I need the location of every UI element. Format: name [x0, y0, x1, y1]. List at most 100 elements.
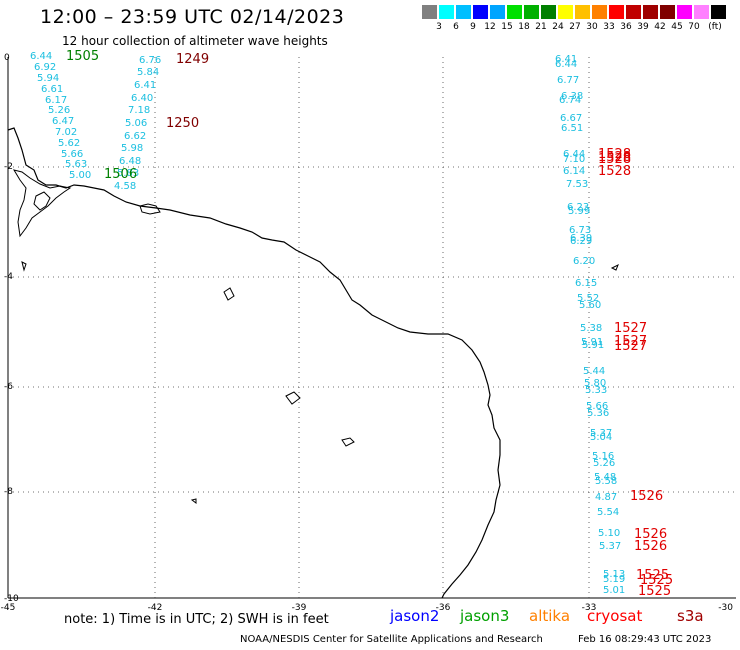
track-mid-heights: 6.765.84 6.41 6.407.18 5.06 6.625.98 6.485.83…: [114, 55, 161, 192]
legend-tick-label: 42: [654, 22, 666, 32]
wave-height-label: 5.48: [594, 472, 616, 483]
legend-tick-label: 3: [436, 22, 442, 32]
wave-height-label: 5.01: [603, 585, 625, 596]
longitude-label: -45: [1, 603, 16, 613]
wave-height-label: 6.47: [52, 116, 74, 127]
footer-note: note: 1) Time is in UTC; 2) SWH is in fe…: [64, 612, 329, 627]
legend-swatch: [643, 5, 658, 19]
time-label: 1250: [166, 116, 199, 131]
time-label: 1526: [634, 539, 667, 554]
legend-swatch: [524, 5, 539, 19]
wave-height-label: 6.48: [119, 156, 141, 167]
wave-height-label: 6.38: [561, 91, 583, 102]
page-subtitle: 12 hour collection of altimeter wave hei…: [62, 34, 328, 48]
wave-height-label: 5.60: [579, 300, 601, 311]
wave-height-label: 5.52: [577, 293, 599, 304]
legend-swatch: [609, 5, 624, 19]
time-label: 1526: [634, 527, 667, 542]
latitude-label: 0: [4, 53, 10, 63]
time-label: 1527: [614, 339, 647, 354]
legend-tick-label: 12: [484, 22, 496, 32]
legend-swatch: [490, 5, 505, 19]
latitude-label: -2: [4, 162, 13, 172]
wave-height-label: 5.06: [125, 118, 147, 129]
time-label: 1525: [640, 573, 673, 588]
wave-height-label: 6.29: [570, 236, 592, 247]
pass-times: 1505 1506 1249 1250 1528 1528 1528 1528 …: [66, 49, 673, 599]
wave-height-label: 5.10: [598, 528, 620, 539]
legend-tick-label: 6: [453, 22, 459, 32]
wave-height-label: 6.62: [124, 131, 146, 142]
longitude-label: -42: [148, 603, 163, 613]
wave-height-label: 7.02: [55, 127, 77, 138]
time-label: 1528: [598, 147, 631, 162]
wave-height-label: 5.84: [137, 67, 159, 78]
wave-height-label: 5.04: [590, 432, 612, 443]
wave-height-label: 5.80: [584, 378, 606, 389]
time-label: 1527: [614, 321, 647, 336]
wave-height-label: 7.18: [128, 105, 150, 116]
time-label: 1526: [630, 489, 663, 504]
latitude-label: -8: [4, 487, 13, 497]
legend-swatch: [541, 5, 556, 19]
wave-height-label: 5.26: [48, 105, 70, 116]
wave-height-label: 5.44: [583, 366, 605, 377]
wave-height-label: 6.51: [561, 123, 583, 134]
wave-height-label: 5.94: [37, 73, 59, 84]
wave-height-label: 5.83: [117, 168, 139, 179]
legend-swatch: [422, 5, 437, 19]
legend-swatch: [558, 5, 573, 19]
time-label: 1528: [598, 164, 631, 179]
legend-tick-label: 39: [637, 22, 649, 32]
wave-height-label: 5.36: [587, 408, 609, 419]
legend-swatch: [694, 5, 709, 19]
track-east-heights: 6.416.446.776.386.746.676.516.447.106.14…: [555, 54, 625, 596]
wave-height-label: 6.15: [575, 278, 597, 289]
satellite-jason2: jason2: [390, 607, 440, 625]
wave-height-label: 7.10: [563, 154, 585, 165]
longitude-label: -39: [292, 603, 307, 613]
time-label: 1528: [598, 150, 631, 165]
wave-height-label: 6.14: [563, 166, 585, 177]
satellite-s3a: s3a: [677, 607, 704, 625]
wave-height-label: 6.44: [555, 59, 577, 70]
wave-height-label: 6.41: [134, 80, 156, 91]
wave-height-label: 5.54: [597, 507, 619, 518]
wave-height-label: 5.00: [69, 170, 91, 181]
longitude-label: -33: [582, 603, 597, 613]
wave-height-label: 6.67: [560, 113, 582, 124]
wave-height-label: 6.39: [570, 233, 592, 244]
time-label: 1506: [104, 167, 137, 182]
wave-height-label: 5.19: [603, 574, 625, 585]
legend-swatch: [660, 5, 675, 19]
wave-height-label: 6.76: [139, 55, 161, 66]
wave-height-label: 6.44: [30, 51, 52, 62]
wave-height-label: 4.58: [114, 181, 136, 192]
wave-height-label: 6.73: [569, 225, 591, 236]
legend-tick-label: 15: [501, 22, 513, 32]
wave-height-label: 5.98: [121, 143, 143, 154]
legend-swatch: [507, 5, 522, 19]
track-west-heights: 6.446.925.946.616.175.266.477.025.625.66…: [30, 51, 91, 181]
page-title: 12:00 – 23:59 UTC 02/14/2023: [40, 6, 345, 28]
wave-height-label: 6.17: [45, 95, 67, 106]
wave-height-label: 5.37: [590, 428, 612, 439]
legend-tick-label: (ft): [708, 22, 722, 32]
legend-swatch: [677, 5, 692, 19]
legend-tick-label: 24: [552, 22, 564, 32]
satellite-cryosat: cryosat: [587, 607, 643, 625]
longitude-label: -36: [436, 603, 451, 613]
wave-height-label: 5.37: [599, 541, 621, 552]
legend-swatch: [473, 5, 488, 19]
legend-tick-label: 18: [518, 22, 530, 32]
legend-tick-label: 9: [470, 22, 476, 32]
time-label: 1527: [614, 334, 647, 349]
wave-height-label: 5.13: [603, 569, 625, 580]
latitude-label: -6: [4, 382, 13, 392]
wave-height-label: 5.62: [58, 138, 80, 149]
satellite-altika: altika: [529, 607, 571, 625]
legend-swatch: [456, 5, 471, 19]
credit-line: NOAA/NESDIS Center for Satellite Applica…: [240, 634, 543, 645]
wave-height-label: 7.53: [566, 179, 588, 190]
time-label: 1505: [66, 49, 99, 64]
